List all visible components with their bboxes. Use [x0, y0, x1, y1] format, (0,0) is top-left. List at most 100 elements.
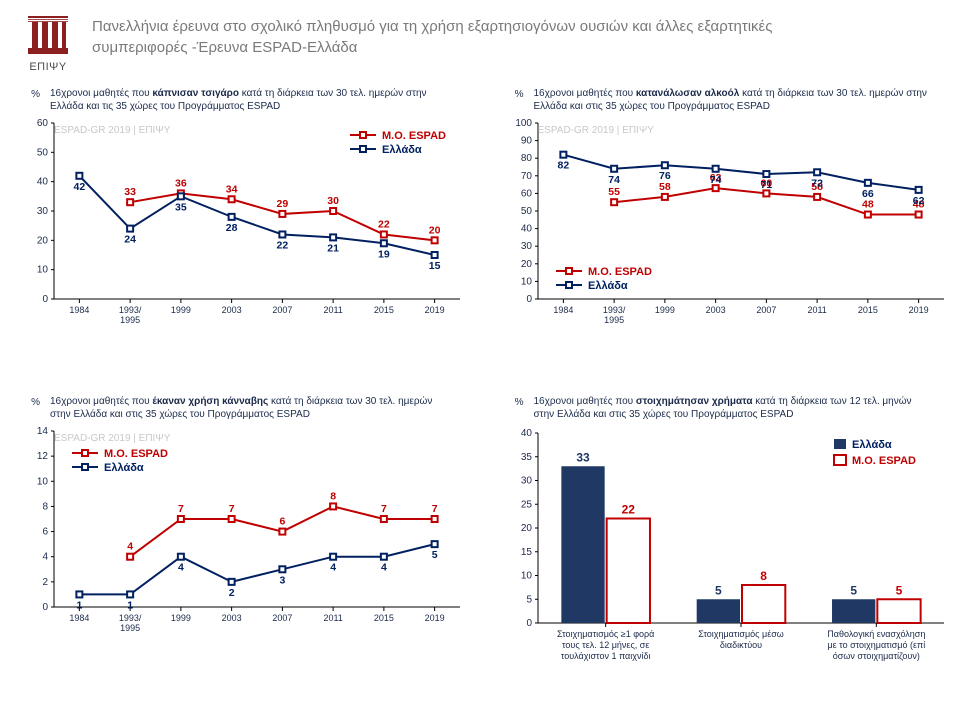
svg-text:Στοιχηματισμός μέσω: Στοιχηματισμός μέσω [698, 629, 784, 639]
svg-text:28: 28 [226, 222, 238, 234]
svg-text:1999: 1999 [171, 305, 191, 315]
svg-text:διαδικτύου: διαδικτύου [719, 640, 761, 650]
svg-text:36: 36 [175, 177, 187, 189]
svg-text:5: 5 [432, 549, 438, 561]
watermark: ESPAD-GR 2019 | ΕΠΙΨΥ [54, 433, 170, 444]
svg-text:20: 20 [37, 235, 49, 246]
svg-text:71: 71 [760, 179, 772, 191]
svg-text:1984: 1984 [553, 305, 573, 315]
chart-canvas: 05101520253035403322Στοιχηματισμός ≥1 φο… [504, 423, 954, 673]
svg-text:35: 35 [520, 452, 532, 463]
svg-text:2003: 2003 [222, 305, 242, 315]
svg-text:7: 7 [381, 503, 387, 515]
svg-text:80: 80 [520, 153, 532, 164]
svg-text:82: 82 [557, 160, 569, 172]
svg-text:1993/: 1993/ [119, 305, 142, 315]
svg-text:0: 0 [42, 602, 48, 613]
svg-text:2019: 2019 [425, 613, 445, 623]
svg-text:48: 48 [862, 199, 874, 211]
svg-text:50: 50 [520, 206, 532, 217]
svg-text:22: 22 [277, 239, 289, 251]
svg-text:60: 60 [520, 188, 532, 199]
svg-text:62: 62 [912, 195, 924, 207]
chart-canvas: 010203040506070809010019841993/199519992… [504, 115, 954, 335]
svg-text:2003: 2003 [222, 613, 242, 623]
svg-text:8: 8 [760, 569, 767, 583]
svg-text:2007: 2007 [272, 305, 292, 315]
svg-text:24: 24 [124, 234, 136, 246]
svg-text:4: 4 [381, 562, 387, 574]
svg-text:1984: 1984 [69, 613, 89, 623]
svg-text:30: 30 [520, 241, 532, 252]
svg-text:20: 20 [429, 224, 441, 236]
svg-text:55: 55 [608, 186, 620, 198]
svg-text:8: 8 [42, 501, 48, 512]
svg-text:1999: 1999 [171, 613, 191, 623]
watermark: ESPAD-GR 2019 | ΕΠΙΨΥ [538, 125, 654, 136]
svg-text:7: 7 [229, 503, 235, 515]
svg-text:1995: 1995 [120, 623, 140, 633]
svg-text:Μ.Ο. ESPAD: Μ.Ο. ESPAD [382, 130, 446, 142]
svg-text:τους τελ. 12 μήνες, σε: τους τελ. 12 μήνες, σε [561, 640, 648, 650]
svg-text:15: 15 [520, 547, 532, 558]
svg-text:όσων στοιχηματίζουν): όσων στοιχηματίζουν) [832, 651, 919, 661]
svg-text:0: 0 [42, 294, 48, 305]
svg-text:22: 22 [621, 503, 635, 517]
svg-text:2011: 2011 [323, 613, 342, 623]
svg-text:90: 90 [520, 136, 532, 147]
svg-text:3: 3 [279, 574, 285, 586]
svg-text:15: 15 [429, 260, 441, 272]
svg-text:40: 40 [37, 177, 49, 188]
svg-text:5: 5 [850, 583, 857, 597]
svg-text:Ελλάδα: Ελλάδα [382, 144, 422, 156]
epipsy-logo-icon [24, 16, 72, 54]
svg-text:42: 42 [74, 181, 86, 193]
charts-grid: % 16χρονοι μαθητές που κάπνισαν τσιγάρο … [0, 77, 977, 683]
svg-text:Μ.Ο. ESPAD: Μ.Ο. ESPAD [104, 448, 168, 460]
svg-text:4: 4 [42, 552, 48, 563]
svg-text:2019: 2019 [908, 305, 928, 315]
svg-text:0: 0 [526, 618, 532, 629]
chart-canvas: 0246810121419841993/19951999200320072011… [20, 423, 470, 643]
svg-text:10: 10 [37, 265, 49, 276]
svg-text:2011: 2011 [807, 305, 826, 315]
svg-text:5: 5 [715, 583, 722, 597]
svg-text:5: 5 [526, 594, 532, 605]
svg-text:1993/: 1993/ [602, 305, 625, 315]
svg-text:25: 25 [520, 499, 532, 510]
page-header: ΕΠΙΨΥ Πανελλήνια έρευνα στο σχολικό πληθ… [0, 0, 977, 77]
svg-text:58: 58 [659, 181, 671, 193]
page-title-line1: Πανελλήνια έρευνα στο σχολικό πληθυσμό γ… [92, 18, 772, 35]
svg-text:33: 33 [124, 186, 136, 198]
chart-gambling: % 16χρονοι μαθητές που στοιχημάτησαν χρή… [504, 395, 958, 673]
svg-text:50: 50 [37, 147, 49, 158]
svg-text:Στοιχηματισμός ≥1 φορά: Στοιχηματισμός ≥1 φορά [556, 629, 653, 639]
svg-text:40: 40 [520, 428, 532, 439]
chart-title: 16χρονοι μαθητές που έκαναν χρήση κάνναβ… [50, 395, 450, 421]
logo-label: ΕΠΙΨΥ [20, 61, 76, 73]
svg-text:76: 76 [659, 170, 671, 182]
svg-text:10: 10 [520, 276, 532, 287]
svg-text:2011: 2011 [323, 305, 342, 315]
svg-text:4: 4 [127, 541, 133, 553]
ylabel: % [504, 87, 524, 100]
svg-text:4: 4 [178, 562, 184, 574]
svg-text:Ελλάδα: Ελλάδα [104, 462, 144, 474]
svg-text:22: 22 [378, 218, 390, 230]
svg-text:35: 35 [175, 201, 187, 213]
svg-text:2015: 2015 [374, 305, 394, 315]
svg-text:5: 5 [895, 583, 902, 597]
svg-text:1999: 1999 [654, 305, 674, 315]
svg-text:21: 21 [327, 242, 339, 254]
svg-text:2007: 2007 [756, 305, 776, 315]
svg-text:10: 10 [520, 571, 532, 582]
svg-text:1995: 1995 [120, 315, 140, 325]
ylabel: % [20, 87, 40, 100]
svg-text:2: 2 [229, 587, 235, 599]
org-logo: ΕΠΙΨΥ [20, 16, 76, 73]
svg-text:70: 70 [520, 171, 532, 182]
svg-text:74: 74 [608, 174, 620, 186]
svg-text:τουλάχιστον 1 παιχνίδι: τουλάχιστον 1 παιχνίδι [560, 651, 650, 661]
svg-text:6: 6 [42, 527, 48, 538]
page-title: Πανελλήνια έρευνα στο σχολικό πληθυσμό γ… [92, 16, 772, 58]
